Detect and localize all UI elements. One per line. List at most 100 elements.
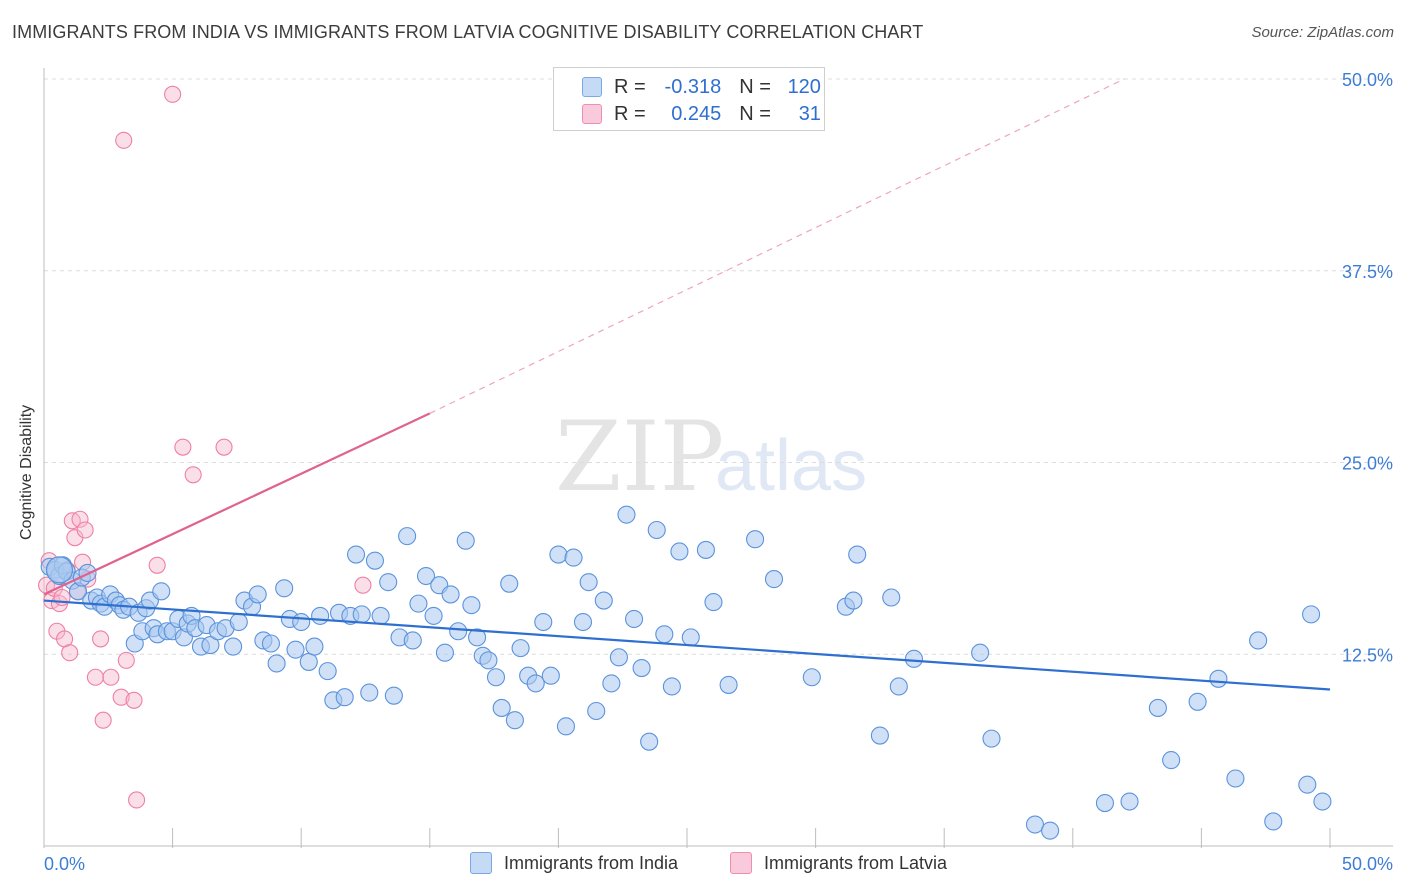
- data-point-latvia: [76, 521, 94, 539]
- data-point-india: [670, 542, 689, 561]
- data-point-india: [352, 605, 371, 624]
- bottom-legend-label-latvia: Immigrants from Latvia: [764, 852, 948, 873]
- data-point-latvia: [184, 466, 202, 484]
- tick-labels: 12.5% 25.0% 37.5% 50.0% 0.0% 50.0%: [44, 70, 1393, 874]
- y-tick-label: 37.5%: [1342, 262, 1393, 282]
- data-point-india: [441, 585, 460, 604]
- watermark-atlas: atlas: [715, 426, 867, 506]
- data-point-india: [696, 540, 715, 559]
- legend-n-label: N =: [739, 75, 771, 98]
- data-point-india: [1148, 698, 1167, 717]
- bottom-legend-india: Immigrants from India: [470, 852, 678, 874]
- data-point-latvia: [215, 438, 233, 456]
- data-point-india: [541, 666, 560, 685]
- data-point-latvia: [115, 131, 133, 149]
- data-point-india: [848, 545, 867, 564]
- data-point-india: [1162, 751, 1181, 770]
- gridlines: [44, 78, 1393, 655]
- bottom-legend-label-india: Immigrants from India: [504, 852, 679, 873]
- data-point-india: [346, 545, 366, 564]
- data-point-india: [1313, 792, 1332, 811]
- legend-row-latvia: R = 0.245 N = 31: [582, 101, 821, 127]
- legend-r-value: -0.318: [664, 75, 722, 98]
- y-tick-label: 50.0%: [1342, 70, 1393, 90]
- x-tick-label-max: 50.0%: [1342, 854, 1393, 874]
- trend-line-india: [43, 599, 1331, 691]
- watermark-zip: ZIP: [555, 401, 724, 513]
- chart-title: IMMIGRANTS FROM INDIA VS IMMIGRANTS FROM…: [12, 22, 924, 42]
- data-point-india: [462, 596, 481, 615]
- data-point-india: [579, 573, 598, 592]
- data-point-india: [870, 726, 889, 745]
- data-point-india: [549, 545, 568, 564]
- data-point-india: [647, 520, 666, 540]
- data-point-india: [456, 531, 475, 550]
- data-point-india: [379, 573, 398, 592]
- data-point-india: [229, 612, 248, 632]
- data-point-latvia: [125, 691, 143, 709]
- data-point-india: [624, 609, 644, 629]
- data-point-india: [261, 634, 280, 653]
- data-point-latvia: [117, 651, 135, 669]
- data-point-india: [468, 628, 487, 647]
- data-point-india: [201, 635, 220, 655]
- legend-r-label: R =: [614, 102, 646, 125]
- data-point-india: [275, 579, 294, 598]
- data-point-india: [982, 729, 1001, 748]
- data-point-india: [371, 606, 390, 625]
- data-point-india: [403, 631, 422, 650]
- data-point-india: [904, 649, 923, 668]
- data-point-india: [1095, 793, 1114, 813]
- data-point-latvia: [112, 688, 130, 706]
- data-point-india: [534, 612, 553, 632]
- data-point-india: [1120, 792, 1139, 811]
- data-point-india: [882, 588, 901, 607]
- data-point-latvia: [148, 556, 166, 574]
- data-point-india: [1188, 692, 1207, 711]
- data-point-india: [1209, 669, 1228, 688]
- data-point-india: [224, 637, 243, 656]
- data-point-india: [435, 643, 454, 662]
- legend-r-value: 0.245: [671, 102, 722, 125]
- data-point-india: [889, 677, 908, 696]
- data-point-india: [318, 662, 337, 681]
- data-point-india: [1264, 812, 1283, 831]
- data-point-india: [1025, 815, 1045, 834]
- data-point-india: [416, 566, 436, 586]
- data-point-latvia: [94, 711, 112, 729]
- data-point-latvia: [92, 630, 110, 648]
- trend-line-latvia: [43, 412, 431, 596]
- data-point-india: [971, 643, 990, 662]
- data-point-india: [311, 606, 330, 625]
- data-point-latvia: [71, 510, 89, 528]
- data-point-latvia: [354, 576, 372, 594]
- data-point-india: [526, 674, 545, 693]
- bottom-legend-swatch-india: [470, 852, 492, 874]
- y-tick-label: 25.0%: [1342, 454, 1393, 474]
- legend-swatch-india: [582, 77, 602, 97]
- data-point-india: [844, 591, 863, 610]
- data-point-india: [292, 612, 311, 632]
- data-point-india: [617, 505, 636, 524]
- data-point-india: [45, 556, 74, 584]
- bottom-legend-latvia: Immigrants from Latvia: [730, 852, 947, 874]
- data-point-india: [719, 675, 738, 694]
- data-point-india: [409, 594, 428, 613]
- data-point-india: [802, 668, 821, 687]
- data-point-india: [505, 711, 524, 730]
- data-point-india: [152, 582, 171, 601]
- data-point-india: [632, 659, 651, 678]
- data-point-latvia: [86, 668, 104, 686]
- legend-swatch-latvia: [582, 104, 602, 124]
- data-point-india: [564, 548, 583, 567]
- data-point-india: [365, 551, 385, 570]
- legend-n-label: N =: [739, 102, 771, 125]
- data-point-india: [1226, 769, 1245, 788]
- data-point-india: [587, 701, 606, 721]
- data-point-latvia: [164, 85, 182, 103]
- data-point-india: [360, 683, 379, 702]
- y-tick-label: 12.5%: [1342, 645, 1393, 665]
- data-point-india: [609, 648, 628, 667]
- data-point-india: [1302, 605, 1321, 624]
